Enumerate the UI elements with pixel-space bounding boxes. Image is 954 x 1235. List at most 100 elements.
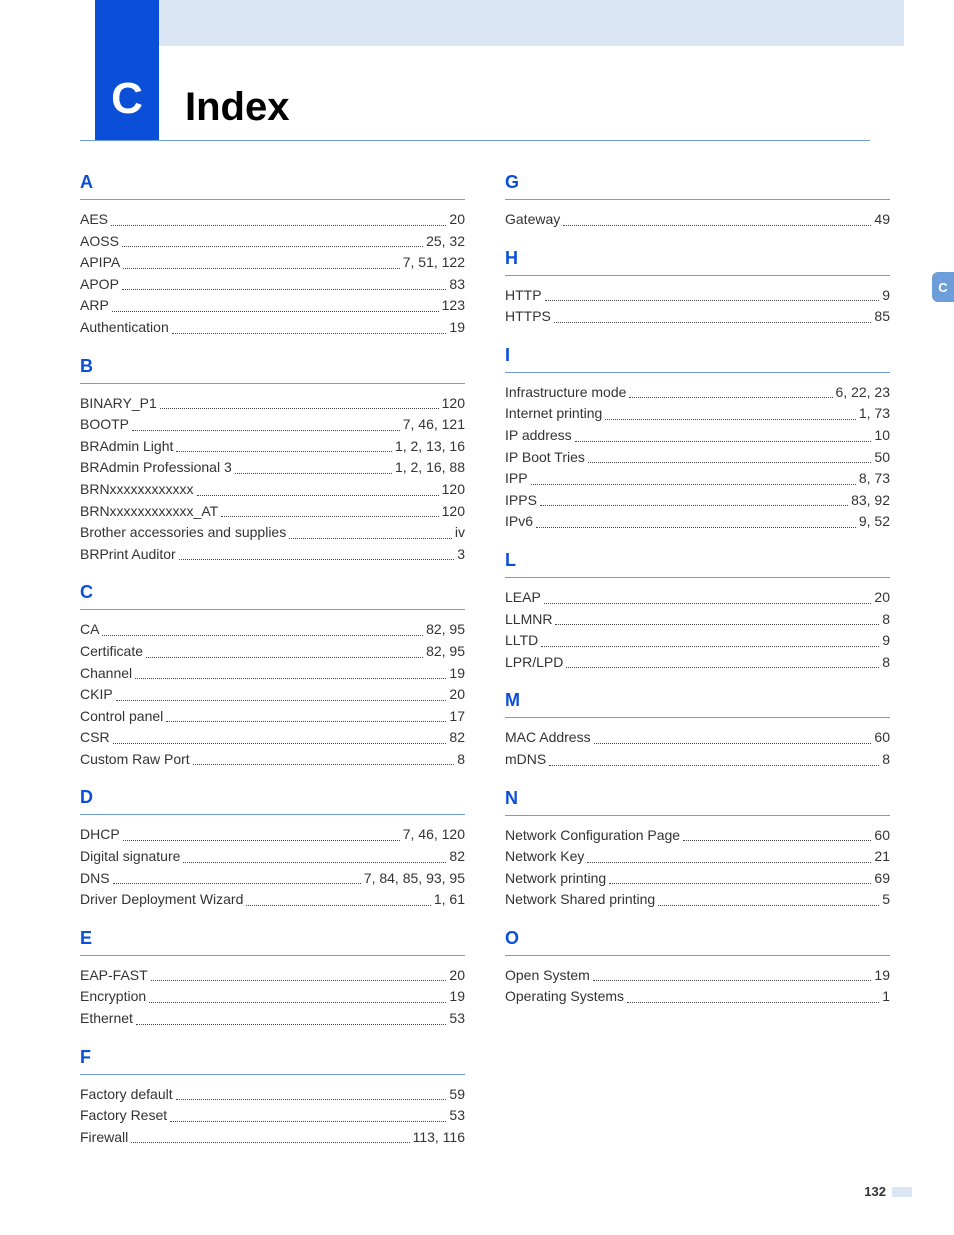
index-entry[interactable]: BRNxxxxxxxxxxxx_AT120: [80, 502, 465, 522]
index-entry[interactable]: Factory Reset53: [80, 1106, 465, 1126]
entry-term: APIPA: [80, 253, 120, 273]
section-rule: [505, 372, 890, 373]
index-entry[interactable]: AES20: [80, 210, 465, 230]
index-entry[interactable]: Custom Raw Port8: [80, 750, 465, 770]
entry-term: MAC Address: [505, 728, 591, 748]
index-entry[interactable]: BRAdmin Professional 31, 2, 16, 88: [80, 458, 465, 478]
index-entry[interactable]: Driver Deployment Wizard1, 61: [80, 890, 465, 910]
index-entry[interactable]: IP Boot Tries50: [505, 448, 890, 468]
index-entry[interactable]: ARP123: [80, 296, 465, 316]
entry-pages: 19: [449, 987, 465, 1007]
index-entry[interactable]: Brother accessories and suppliesiv: [80, 523, 465, 543]
index-entry[interactable]: Ethernet53: [80, 1009, 465, 1029]
index-entry[interactable]: Network Key21: [505, 847, 890, 867]
entry-dots: [221, 516, 438, 517]
entry-dots: [176, 451, 392, 452]
index-entry[interactable]: IPPS83, 92: [505, 491, 890, 511]
entry-dots: [116, 700, 447, 701]
entry-dots: [587, 862, 871, 863]
index-entry[interactable]: BOOTP7, 46, 121: [80, 415, 465, 435]
entry-pages: 83, 92: [851, 491, 890, 511]
index-entry[interactable]: Digital signature82: [80, 847, 465, 867]
index-entry[interactable]: DHCP7, 46, 120: [80, 825, 465, 845]
side-tab[interactable]: C: [932, 272, 954, 302]
entry-term: IPv6: [505, 512, 533, 532]
entry-pages: 120: [442, 394, 465, 414]
index-entry[interactable]: Authentication19: [80, 318, 465, 338]
section-letter-B: B: [80, 356, 465, 381]
entry-term: Encryption: [80, 987, 146, 1007]
entry-dots: [123, 268, 400, 269]
entry-dots: [102, 635, 423, 636]
index-entry[interactable]: EAP-FAST20: [80, 966, 465, 986]
entry-pages: 59: [449, 1085, 465, 1105]
index-entry[interactable]: Network Shared printing5: [505, 890, 890, 910]
index-columns: AAES20AOSS25, 32APIPA7, 51, 122APOP83ARP…: [80, 170, 890, 1149]
entry-pages: 9: [882, 631, 890, 651]
entry-pages: 10: [874, 426, 890, 446]
index-entry[interactable]: Network printing69: [505, 869, 890, 889]
index-entry[interactable]: Open System19: [505, 966, 890, 986]
index-entry[interactable]: IPP8, 73: [505, 469, 890, 489]
index-entry[interactable]: Network Configuration Page 60: [505, 826, 890, 846]
entry-pages: 53: [449, 1009, 465, 1029]
index-entry[interactable]: HTTP9: [505, 286, 890, 306]
entry-term: HTTP: [505, 286, 542, 306]
section-rule: [80, 814, 465, 815]
index-entry[interactable]: Gateway49: [505, 210, 890, 230]
index-entry[interactable]: CA82, 95: [80, 620, 465, 640]
index-entry[interactable]: LLMNR8: [505, 610, 890, 630]
section-letter-O: O: [505, 928, 890, 953]
entry-dots: [575, 441, 872, 442]
index-entry[interactable]: APIPA7, 51, 122: [80, 253, 465, 273]
index-entry[interactable]: Channel19: [80, 664, 465, 684]
entry-pages: 82, 95: [426, 642, 465, 662]
index-entry[interactable]: MAC Address60: [505, 728, 890, 748]
entry-dots: [563, 225, 871, 226]
index-entry[interactable]: DNS7, 84, 85, 93, 95: [80, 869, 465, 889]
index-entry[interactable]: IP address10: [505, 426, 890, 446]
index-entry[interactable]: BRAdmin Light1, 2, 13, 16: [80, 437, 465, 457]
entry-pages: 8: [882, 750, 890, 770]
index-entry[interactable]: Factory default59: [80, 1085, 465, 1105]
entry-pages: 60: [874, 826, 890, 846]
index-entry[interactable]: BRPrint Auditor3: [80, 545, 465, 565]
entry-pages: 7, 84, 85, 93, 95: [364, 869, 465, 889]
index-entry[interactable]: BINARY_P1120: [80, 394, 465, 414]
entry-dots: [609, 883, 871, 884]
entry-term: Network Configuration Page: [505, 826, 680, 846]
entry-term: Internet printing: [505, 404, 602, 424]
index-entry[interactable]: LPR/LPD8: [505, 653, 890, 673]
section-letter-M: M: [505, 690, 890, 715]
section-letter-H: H: [505, 248, 890, 273]
index-entry[interactable]: LEAP20: [505, 588, 890, 608]
entry-term: Channel: [80, 664, 132, 684]
entry-dots: [179, 559, 454, 560]
index-entry[interactable]: Encryption 19: [80, 987, 465, 1007]
entry-term: Open System: [505, 966, 590, 986]
index-entry[interactable]: Firewall113, 116: [80, 1128, 465, 1148]
entry-dots: [123, 840, 400, 841]
index-entry[interactable]: CSR82: [80, 728, 465, 748]
index-entry[interactable]: APOP83: [80, 275, 465, 295]
index-entry[interactable]: Operating Systems1: [505, 987, 890, 1007]
index-entry[interactable]: IPv6 9, 52: [505, 512, 890, 532]
index-entry[interactable]: CKIP20: [80, 685, 465, 705]
entry-pages: 49: [874, 210, 890, 230]
entry-pages: 19: [449, 318, 465, 338]
entry-term: AES: [80, 210, 108, 230]
index-entry[interactable]: Certificate82, 95: [80, 642, 465, 662]
index-entry[interactable]: mDNS8: [505, 750, 890, 770]
index-entry[interactable]: Internet printing1, 73: [505, 404, 890, 424]
index-entry[interactable]: AOSS25, 32: [80, 232, 465, 252]
entry-term: BRPrint Auditor: [80, 545, 176, 565]
index-entry[interactable]: Control panel17: [80, 707, 465, 727]
index-entry[interactable]: LLTD9: [505, 631, 890, 651]
page-number: 132: [864, 1184, 886, 1199]
entry-pages: 82: [449, 847, 465, 867]
entry-pages: 9, 52: [859, 512, 890, 532]
index-entry[interactable]: Infrastructure mode6, 22, 23: [505, 383, 890, 403]
index-entry[interactable]: HTTPS85: [505, 307, 890, 327]
index-entry[interactable]: BRNxxxxxxxxxxxx120: [80, 480, 465, 500]
entry-dots: [544, 603, 872, 604]
